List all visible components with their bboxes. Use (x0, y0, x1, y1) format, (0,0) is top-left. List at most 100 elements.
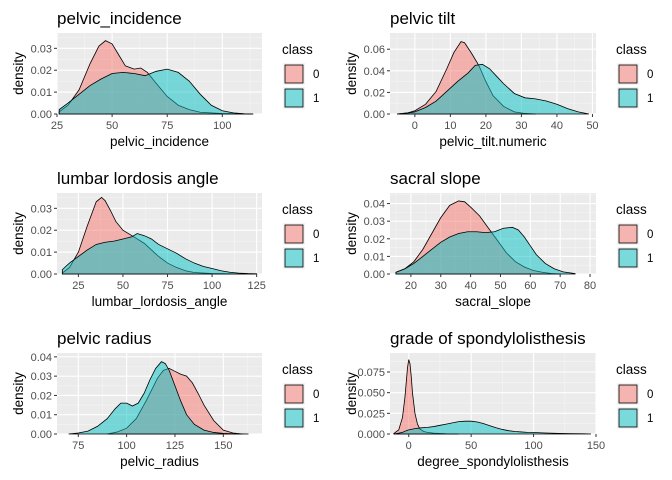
x-tick-label: 50 (117, 280, 129, 292)
x-tick-label: 50 (465, 440, 477, 452)
legend-swatch-class-0 (284, 224, 304, 244)
x-tick-label: 100 (203, 280, 221, 292)
y-tick-label: 0.04 (364, 66, 385, 78)
y-tick-label: 0.02 (364, 87, 385, 99)
legend-title: class (616, 362, 647, 377)
y-tick-label: 0.01 (31, 410, 52, 422)
panel-5: 75 100 125 150 0.00 0.01 0.02 0.03 0.04 pelvic ra… (11, 329, 319, 469)
y-tick-label: 0.02 (364, 234, 385, 246)
legend-swatch-class-1 (284, 408, 304, 428)
x-tick-label: 100 (213, 120, 231, 132)
y-tick-label: 0.02 (31, 225, 52, 237)
legend-label: 1 (647, 413, 653, 425)
density-area-class-1 (397, 63, 589, 115)
x-tick-label: 80 (584, 280, 596, 292)
x-tick-label: 60 (524, 280, 536, 292)
legend-title: class (616, 202, 647, 217)
x-axis-label: pelvic_tilt.numeric (439, 134, 547, 149)
legend-swatch-class-1 (284, 88, 304, 108)
x-tick-label: 40 (551, 120, 563, 132)
x-axis-label: degree_spondylolisthesis (417, 454, 569, 469)
y-axis-label: density (11, 52, 26, 95)
y-tick-label: 0.02 (31, 390, 52, 402)
x-tick-label: 40 (464, 280, 476, 292)
legend-title: class (616, 42, 647, 57)
x-axis-label: pelvic_incidence (110, 134, 209, 149)
legend-swatch-class-0 (618, 224, 638, 244)
x-axis-label: pelvic_radius (120, 454, 199, 469)
y-tick-label: 0.02 (31, 65, 52, 77)
legend-label: 0 (313, 229, 319, 241)
x-tick-label: 50 (494, 280, 506, 292)
legend-title: class (282, 42, 313, 57)
legend-label: 1 (313, 93, 319, 105)
y-tick-label: 0.050 (357, 388, 385, 400)
legend-label: 0 (647, 229, 653, 241)
y-axis-label: density (344, 212, 359, 255)
legend-label: 1 (313, 253, 319, 265)
legend-swatch-class-0 (618, 384, 638, 404)
legend-swatch-class-0 (284, 64, 304, 84)
x-tick-label: 125 (247, 280, 265, 292)
y-tick-label: 0.00 (31, 269, 52, 281)
x-tick-label: 0 (406, 440, 412, 452)
y-tick-label: 0.01 (31, 247, 52, 259)
chart-title: grade of spondylolisthesis (390, 329, 586, 348)
y-tick-label: 0.06 (364, 44, 385, 56)
panel-3: 25 50 75 100 125 0.00 0.01 0.02 0.03 lumbar lordo… (11, 169, 319, 309)
legend-swatch-class-0 (284, 384, 304, 404)
density-area-class-1 (393, 420, 592, 435)
plot-background (390, 353, 596, 434)
legend-title: class (282, 362, 313, 377)
chart-title: sacral slope (390, 169, 481, 188)
y-tick-label: 0.00 (364, 109, 385, 121)
x-tick-label: 100 (524, 440, 542, 452)
legend-label: 0 (313, 389, 319, 401)
density-area-class-1 (395, 226, 576, 275)
y-tick-label: 0.025 (357, 408, 385, 420)
y-axis-label: density (344, 372, 359, 415)
x-tick-label: 30 (515, 120, 527, 132)
y-tick-label: 0.03 (31, 371, 52, 383)
panel-1: 25 50 75 100 0.00 0.01 0.02 0.03 pelvic_incidenc… (11, 9, 319, 149)
x-tick-label: 50 (586, 120, 598, 132)
panel-4: 20 30 40 50 60 70 80 0.00 0.01 0.02 0.03 0.04 sacral… (344, 169, 653, 309)
x-tick-label: 10 (444, 120, 456, 132)
legend-swatch-class-0 (618, 64, 638, 84)
density-area-class-1 (68, 361, 249, 435)
legend-swatch-class-1 (284, 248, 304, 268)
chart-title: pelvic radius (57, 329, 152, 348)
x-tick-label: 30 (435, 280, 447, 292)
x-tick-label: 150 (587, 440, 605, 452)
y-tick-label: 0.04 (364, 199, 385, 211)
legend-label: 0 (647, 69, 653, 81)
x-tick-label: 20 (480, 120, 492, 132)
x-tick-label: 25 (51, 120, 63, 132)
y-axis-label: density (344, 52, 359, 95)
x-tick-label: 25 (72, 280, 84, 292)
chart-title: lumbar lordosis angle (57, 169, 219, 188)
y-tick-label: 0.00 (31, 109, 52, 121)
x-tick-label: 75 (161, 120, 173, 132)
legend-swatch-class-1 (618, 248, 638, 268)
y-tick-label: 0.000 (357, 429, 385, 441)
x-tick-label: 20 (405, 280, 417, 292)
panel-6: 0 50 100 150 0.000 0.025 0.050 0.075 grade of sp… (344, 329, 653, 469)
x-axis-label: lumbar_lordosis_angle (92, 294, 228, 309)
legend-swatch-class-1 (618, 88, 638, 108)
y-tick-label: 0.03 (364, 216, 385, 228)
density-area-class-1 (58, 68, 254, 115)
chart-title: pelvic tilt (390, 9, 455, 28)
chart-title: pelvic_incidence (57, 9, 182, 28)
density-area-class-1 (61, 233, 258, 275)
legend-label: 1 (313, 413, 319, 425)
x-tick-label: 75 (161, 280, 173, 292)
x-tick-label: 75 (72, 440, 84, 452)
panel-2: 0 10 20 30 40 50 0.00 0.02 0.04 0.06 pelvic tilt pe… (344, 9, 653, 149)
